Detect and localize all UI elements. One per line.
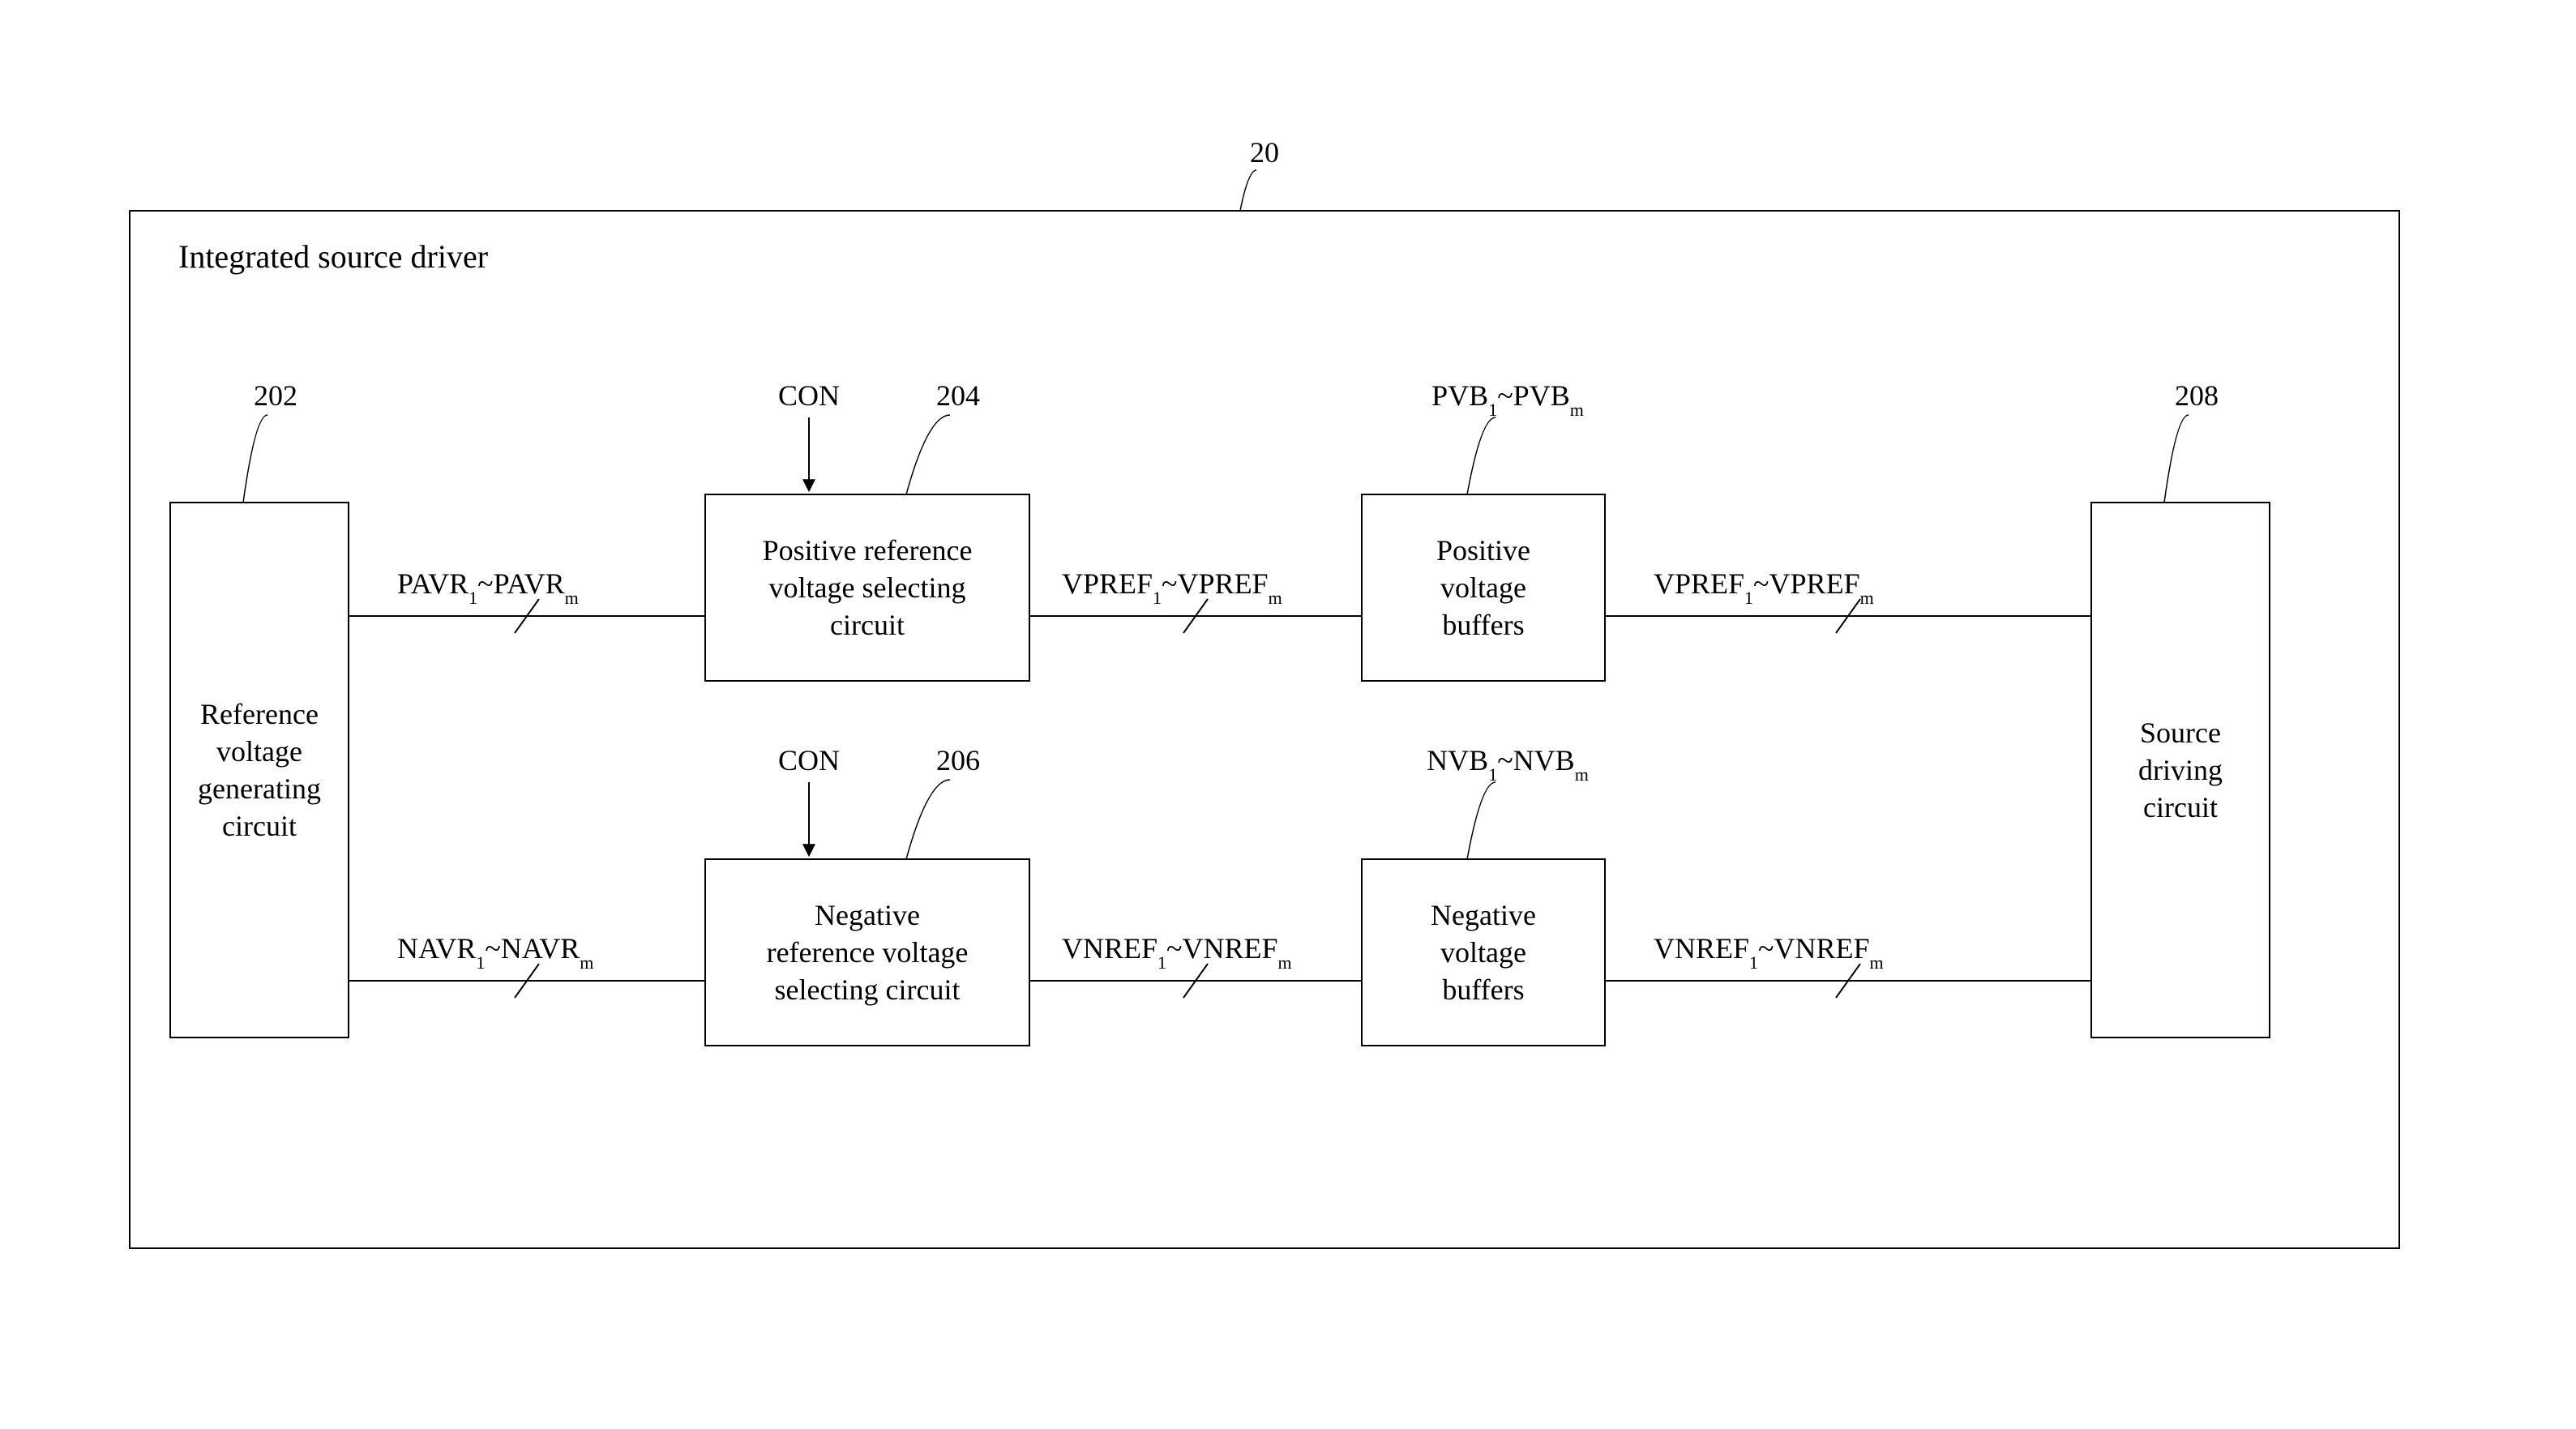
pos-sel-line-1: voltage selecting [769,571,966,604]
ref-gen-line-0: Reference [200,698,319,730]
src-drv-line-1: driving [2138,754,2223,786]
pos-sel-line-2: circuit [830,609,905,641]
svg-text:CON: CON [778,379,840,412]
neg-buf-line-0: Negative [1431,899,1536,931]
neg-sel-line-1: reference voltage [767,936,969,969]
svg-text:202: 202 [254,379,297,412]
svg-text:204: 204 [936,379,980,412]
container-box [130,211,2399,1248]
ref-gen-box [170,503,349,1038]
src-drv-line-0: Source [2140,717,2221,749]
neg-buf-line-2: buffers [1442,973,1524,1006]
neg-sel-line-2: selecting circuit [775,973,961,1006]
ref-gen-line-1: voltage [216,735,302,768]
neg-buf-line-1: voltage [1440,936,1526,969]
pos-buf-line-0: Positive [1436,534,1530,567]
src-drv-line-2: circuit [2143,791,2218,824]
container-title: Integrated source driver [178,238,488,275]
ref-gen-line-3: circuit [222,810,297,842]
pos-sel-line-0: Positive reference [763,534,973,567]
ref-gen-line-2: generating [198,772,321,805]
outer-ref-label: 20 [1250,136,1279,169]
neg-sel-line-0: Negative [815,899,920,931]
svg-text:CON: CON [778,744,840,777]
pos-buf-line-2: buffers [1442,609,1524,641]
svg-text:208: 208 [2175,379,2219,412]
block-diagram: 20 Integrated source driver Reference volta… [0,0,2576,1429]
svg-text:206: 206 [936,744,980,777]
pos-buf-line-1: voltage [1440,571,1526,604]
